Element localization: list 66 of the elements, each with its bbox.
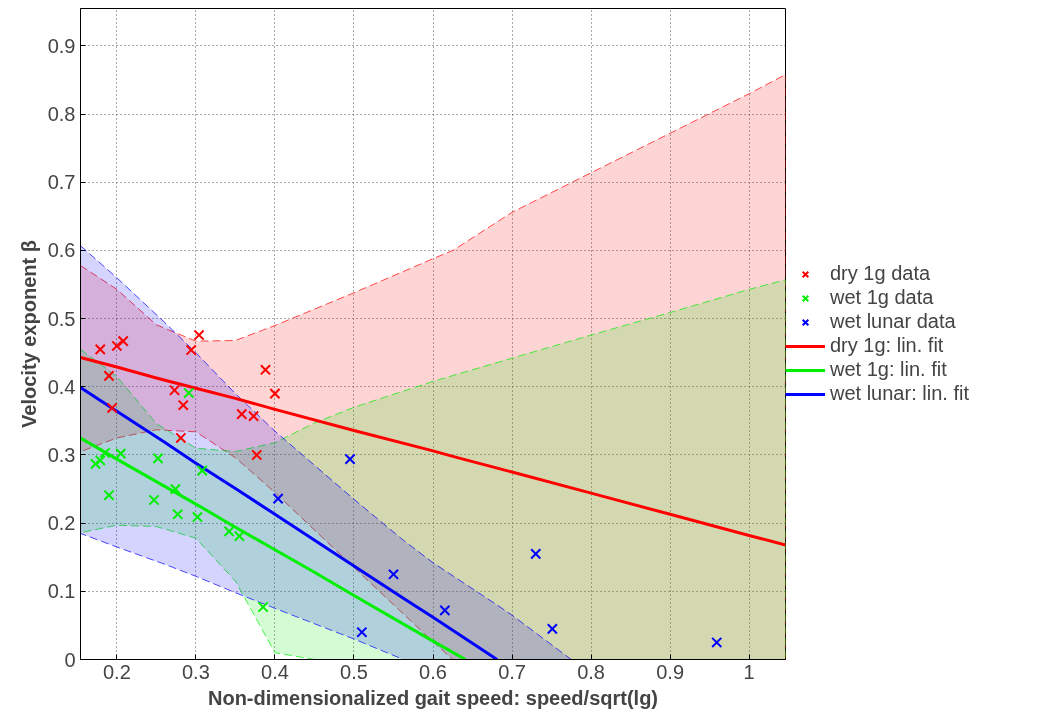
y-tick-label: 0.8 [47,103,76,126]
x-tick-label: 0.6 [419,660,447,683]
point [94,454,106,467]
point [106,402,118,414]
y-tick-label: 0.3 [47,444,76,466]
legend-label: dry 1g: lin. fit [830,333,944,358]
y-tick-label: 0 [64,648,76,671]
y-tick-label: 0.7 [47,171,76,194]
point [439,604,451,617]
point [191,511,204,523]
point [193,329,205,341]
point [185,344,197,356]
point [272,493,284,505]
point [251,449,263,461]
point [111,340,123,352]
point [223,525,235,537]
legend-label: wet 1g: lin. fit [830,357,947,382]
x-tick-label: 0.5 [340,660,368,683]
point [711,636,723,649]
point [117,335,129,347]
x-tick-label: 0.4 [261,660,289,683]
point [94,343,106,355]
point [148,494,160,506]
point [168,384,181,396]
y-tick-label: 0.5 [47,307,76,330]
legend-label: wet 1g data [830,285,934,310]
line-series [80,436,467,660]
point [175,432,187,444]
x-tick-label: 1 [743,660,755,683]
point [257,601,269,613]
y-axis-title: Velocity exponent β [17,240,40,428]
x-axis-title: Non-dimensionalized gait speed: speed/sqrt(lg) [207,686,659,709]
point [169,483,181,495]
point [356,626,368,638]
y-tick-label: 0.1 [47,580,76,603]
x-tick-label: 0.3 [181,660,210,683]
point [344,453,356,465]
line-series [80,386,499,660]
point [196,465,208,477]
y-tick-label: 0.6 [47,239,76,262]
y-tick-label: 0.2 [47,512,76,535]
y-tick-label: 0.4 [47,375,76,398]
legend-label: wet lunar data [830,309,956,334]
point [259,364,272,376]
point [115,448,127,460]
x-tick-label: 0.9 [656,660,685,683]
point [177,399,189,411]
y-tick-label: 0.9 [47,34,76,57]
point [233,530,245,542]
point [183,387,195,399]
point [152,452,164,464]
point [387,568,400,580]
point [546,623,558,635]
point [103,370,115,382]
legend-label: wet lunar: lin. fit [830,381,969,406]
point [530,548,542,560]
point [99,447,111,459]
point [172,508,184,520]
point [103,489,115,501]
point [89,458,102,470]
line-series [80,356,786,547]
legend-label: dry 1g data [830,261,931,286]
x-tick-label: 0.8 [577,660,605,683]
point [269,388,281,400]
x-tick-label: 0.7 [498,660,526,683]
x-tick-label: 0.2 [102,660,131,683]
